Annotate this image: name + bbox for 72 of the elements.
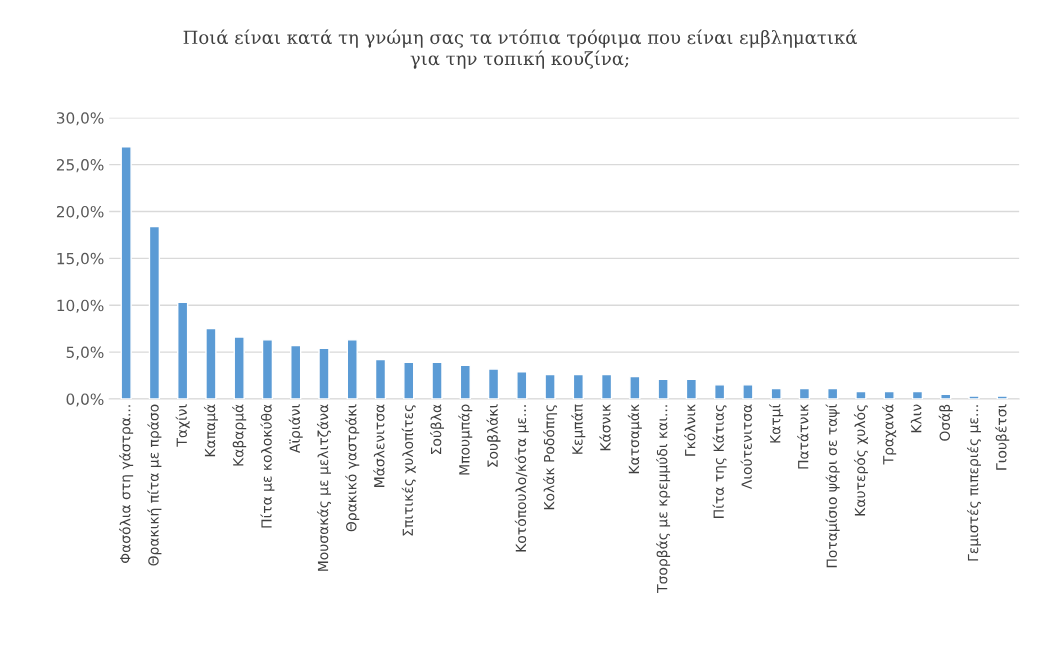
x-tick-label: Θρακικό γαστράκι xyxy=(345,404,360,532)
x-tick-label: Σούβλα xyxy=(430,404,445,454)
x-tick-label: Σουβλάκι xyxy=(486,404,501,467)
bar xyxy=(459,364,471,399)
y-tick-label: 10,0% xyxy=(57,299,104,313)
x-tick-label: Καπαμά xyxy=(203,404,218,457)
bar xyxy=(177,301,189,399)
x-tick-label: Πίτα με κολοκύθα xyxy=(260,404,275,528)
bar xyxy=(148,225,161,399)
bar xyxy=(346,339,358,399)
bar xyxy=(657,378,669,399)
bar xyxy=(544,373,556,399)
bar xyxy=(205,327,217,399)
bar xyxy=(516,371,528,399)
x-tick-label: Γιουβέτσι xyxy=(995,404,1010,470)
x-tick-label: Οσάβ xyxy=(938,404,953,441)
bar xyxy=(487,368,500,399)
x-tick-label: Θρακική πίτα με πράσο xyxy=(147,404,162,566)
bar xyxy=(572,373,584,399)
bar xyxy=(742,384,754,399)
bar xyxy=(798,387,811,399)
x-tick-label: Μάσλενιτσα xyxy=(373,404,385,487)
y-tick-label: 25,0% xyxy=(56,159,104,173)
chart-title: Ποιά είναι κατά τη γνώμη σας τα ντόπια τρόφιμα που είναι εμβληματικά για την τοπική κουζίνα; xyxy=(183,29,857,69)
x-tick-label: Ταχίνι xyxy=(175,404,190,447)
bar xyxy=(403,361,415,399)
bar xyxy=(318,347,330,399)
x-tick-label: Τσορβάς με κρεμμύδι και... xyxy=(656,405,671,593)
x-tick-label: Μουσακάς με μελιτζάνα xyxy=(316,404,331,571)
bar xyxy=(629,375,641,399)
bar xyxy=(996,395,1008,399)
x-tick-label: Πίτα της Κάτιας xyxy=(712,405,727,518)
x-tick-label: Κοτόπουλο/κότα με... xyxy=(514,405,529,552)
bar xyxy=(290,344,302,399)
bar xyxy=(431,361,443,399)
x-tick-label: Καβαρμά xyxy=(232,404,247,466)
bar xyxy=(713,384,726,399)
bar xyxy=(855,390,867,399)
x-tick-label: Γεμιστές πιπεριές με... xyxy=(966,405,981,561)
x-tick-label: Κολάκ Ροδόπης xyxy=(543,405,558,510)
x-tick-label: Κεμπάπ xyxy=(571,404,586,454)
bar xyxy=(968,395,980,399)
x-tick-label: Μπουμπάρ xyxy=(458,404,473,475)
bar xyxy=(827,387,839,399)
bar xyxy=(233,336,245,399)
y-tick-label: 5,0% xyxy=(66,346,104,360)
bar xyxy=(374,358,387,399)
bar xyxy=(600,373,613,399)
x-tick-label: Πατάτνικ xyxy=(797,404,809,469)
x-tick-label: Κατσαμάκ xyxy=(627,404,642,474)
x-tick-label: Αϊριάνι xyxy=(288,404,303,454)
x-tick-label: Τραχανά xyxy=(882,404,897,465)
bar xyxy=(261,339,274,399)
x-tick-label: Καυτερός χυλός xyxy=(853,405,868,516)
bar xyxy=(685,378,698,399)
y-tick-label: 15,0% xyxy=(57,252,104,266)
x-tick-label: Κατμί xyxy=(769,404,784,443)
x-tick-label: Σπιτικές χυλοπίτες xyxy=(401,405,416,536)
x-tick-label: Φασόλια στη γάστρα... xyxy=(119,405,134,564)
y-tick-label: 30,0% xyxy=(56,112,104,126)
bar xyxy=(770,387,782,399)
x-tick-label: Κάσνικ xyxy=(599,404,611,451)
bar xyxy=(120,146,132,399)
x-tick-label: Κλιν xyxy=(910,404,922,433)
bar xyxy=(883,390,895,399)
x-tick-label: Ποταμίσιο ψάρι σε ταψί xyxy=(825,404,840,568)
bar xyxy=(940,393,952,399)
y-tick-label: 20,0% xyxy=(56,205,104,220)
y-tick-label: 0,0% xyxy=(66,393,104,407)
x-tick-label: Γκόλνικ xyxy=(684,404,696,456)
x-tick-label: Λιούτενιτσα xyxy=(740,404,752,490)
bar xyxy=(911,390,924,399)
